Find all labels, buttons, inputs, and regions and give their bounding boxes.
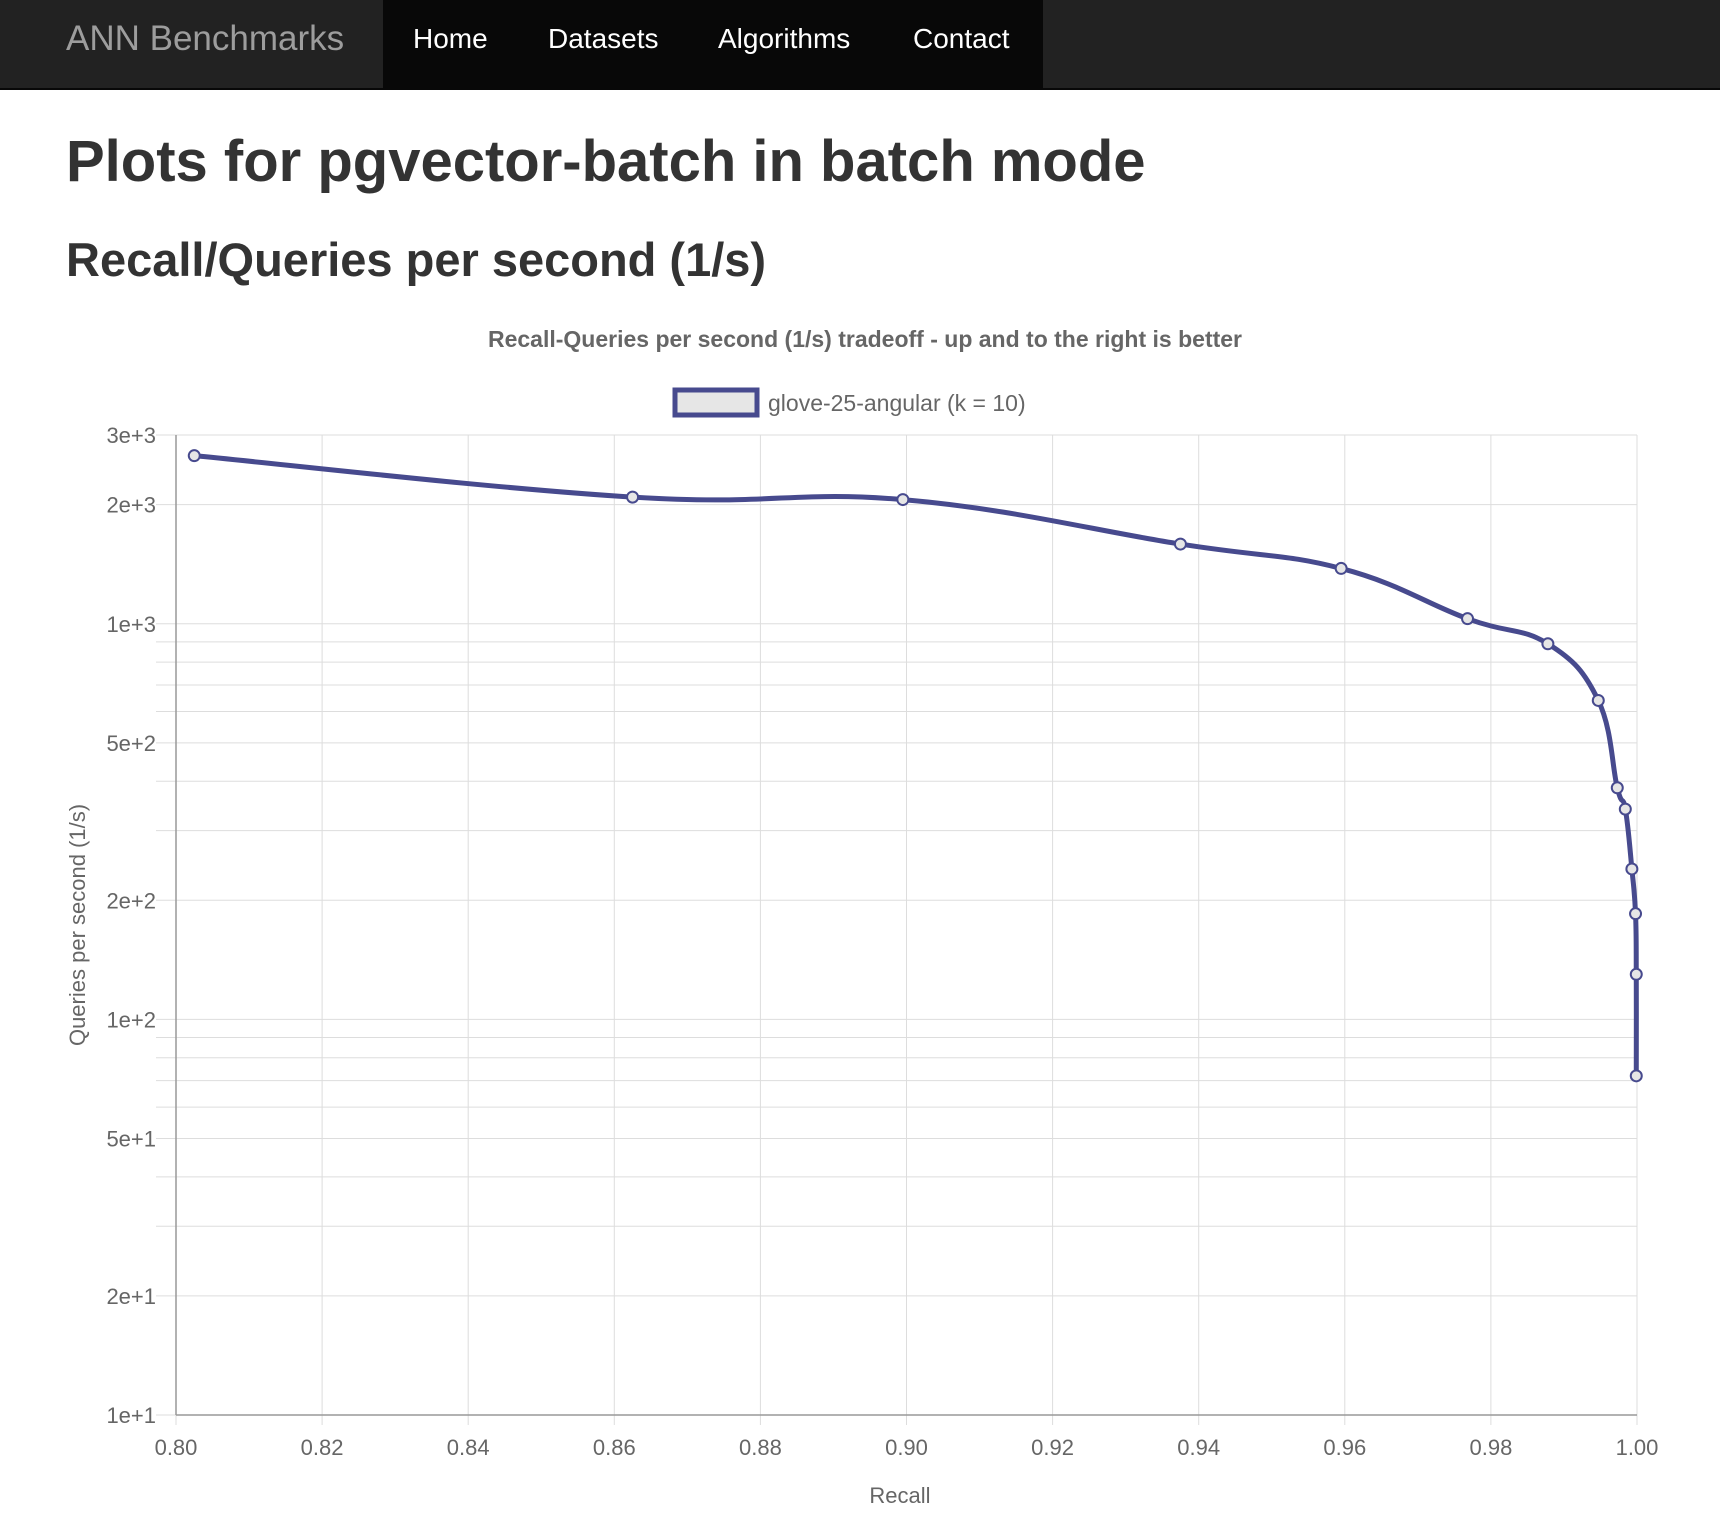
y-tick-label: 2e+2 — [106, 888, 156, 913]
x-tick-label: 0.92 — [1031, 1435, 1074, 1460]
grid — [156, 434, 1638, 1425]
nav-menu — [383, 0, 1043, 88]
x-tick-label: 0.94 — [1177, 1435, 1220, 1460]
y-tick-label: 1e+2 — [106, 1007, 156, 1032]
tick-labels: 0.80 0.82 0.84 0.86 0.88 0.90 0.92 0.94 0.96 0.98… — [106, 423, 1658, 1460]
nav-item-datasets[interactable]: Datasets — [548, 23, 659, 54]
series-points — [187, 449, 1643, 1083]
nav-item-algorithms[interactable]: Algorithms — [718, 23, 851, 54]
data-point — [1541, 637, 1555, 651]
section-title: Recall/Queries per second (1/s) — [66, 233, 767, 286]
legend-label: glove-25-angular (k = 10) — [768, 390, 1026, 416]
y-tick-label: 3e+3 — [106, 423, 156, 448]
y-tick-label: 1e+1 — [106, 1403, 156, 1428]
axes — [175, 435, 1637, 1416]
data-point — [1591, 693, 1605, 707]
nav-item-contact[interactable]: Contact — [913, 23, 1010, 54]
brand-link[interactable]: ANN Benchmarks — [66, 19, 345, 58]
y-axis-label: Queries per second (1/s) — [65, 804, 90, 1046]
data-point — [1629, 1069, 1643, 1083]
y-tick-label: 5e+1 — [106, 1126, 156, 1151]
data-point — [1618, 802, 1632, 816]
x-axis-label: Recall — [869, 1483, 930, 1508]
series-line — [194, 453, 1639, 1076]
navbar: ANN Benchmarks Home Datasets Algorithms … — [0, 0, 1720, 90]
data-point — [1629, 967, 1643, 981]
legend-swatch — [672, 387, 760, 418]
y-tick-label: 2e+1 — [106, 1284, 156, 1309]
x-tick-label: 0.98 — [1469, 1435, 1512, 1460]
legend[interactable]: glove-25-angular (k = 10) — [672, 387, 1026, 418]
x-tick-label: 0.86 — [593, 1435, 636, 1460]
x-tick-label: 0.90 — [885, 1435, 928, 1460]
x-tick-label: 1.00 — [1616, 1435, 1659, 1460]
data-point — [896, 493, 910, 507]
x-tick-label: 0.96 — [1323, 1435, 1366, 1460]
y-tick-label: 5e+2 — [106, 731, 156, 756]
x-tick-label: 0.84 — [447, 1435, 490, 1460]
y-tick-label: 2e+3 — [106, 493, 156, 518]
data-point — [1629, 907, 1643, 921]
y-tick-label: 1e+3 — [106, 612, 156, 637]
page-title: Plots for pgvector-batch in batch mode — [66, 129, 1146, 194]
data-point — [1610, 781, 1624, 795]
chart-title: Recall-Queries per second (1/s) tradeoff… — [488, 326, 1242, 352]
data-point — [1334, 561, 1348, 575]
x-tick-label: 0.80 — [155, 1435, 198, 1460]
data-point — [1173, 537, 1187, 551]
x-tick-label: 0.82 — [301, 1435, 344, 1460]
recall-qps-chart: Recall-Queries per second (1/s) tradeoff… — [65, 326, 1658, 1508]
data-point — [626, 490, 640, 504]
data-point — [1625, 862, 1639, 876]
nav-item-home[interactable]: Home — [413, 23, 488, 54]
data-point — [1461, 612, 1475, 626]
x-tick-label: 0.88 — [739, 1435, 782, 1460]
data-point — [187, 449, 201, 463]
